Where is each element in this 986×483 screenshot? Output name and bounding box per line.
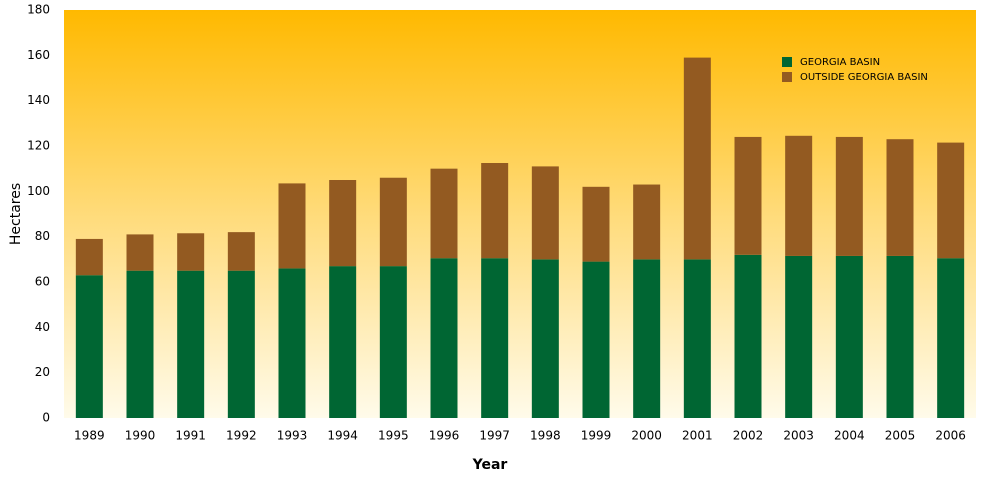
bar-segment <box>633 184 661 260</box>
x-tick-label: 2004 <box>834 429 865 443</box>
bar-segment <box>177 270 205 418</box>
bar-segment <box>278 183 306 269</box>
x-tick-label: 2005 <box>885 429 916 443</box>
y-tick-label: 100 <box>27 184 50 198</box>
bar-segment <box>835 255 863 418</box>
bar-segment <box>481 258 509 418</box>
bar-segment <box>227 232 255 271</box>
bar-segment <box>75 275 103 418</box>
bar-segment <box>227 270 255 418</box>
bar-segment <box>126 270 154 418</box>
bar-segment <box>430 168 458 259</box>
bar-segment <box>278 268 306 418</box>
x-tick-label: 1990 <box>125 429 156 443</box>
bar-segment <box>379 177 407 267</box>
y-tick-label: 140 <box>27 93 50 107</box>
bar-segment <box>379 266 407 418</box>
bar-segment <box>582 186 610 262</box>
bar-segment <box>531 259 559 418</box>
legend-swatch <box>782 57 792 67</box>
bar-segment <box>734 254 762 418</box>
bar-segment <box>75 238 103 276</box>
bar-segment <box>886 255 914 418</box>
legend-label: GEORGIA BASIN <box>800 57 880 68</box>
x-tick-label: 1999 <box>581 429 612 443</box>
x-tick-label: 1994 <box>327 429 358 443</box>
x-axis-label: Year <box>472 457 508 473</box>
bar-segment <box>126 234 154 271</box>
bar-segment <box>937 258 965 418</box>
x-tick-label: 1989 <box>74 429 105 443</box>
bar-segment <box>785 135 813 256</box>
y-tick-label: 40 <box>35 320 50 334</box>
y-tick-label: 80 <box>35 229 50 243</box>
x-tick-label: 1991 <box>175 429 206 443</box>
x-tick-label: 1993 <box>277 429 308 443</box>
x-tick-label: 2002 <box>733 429 764 443</box>
legend-swatch <box>782 72 792 82</box>
bar-segment <box>734 136 762 255</box>
bar-segment <box>886 139 914 256</box>
legend-label: OUTSIDE GEORGIA BASIN <box>800 72 928 83</box>
bar-segment <box>329 180 357 267</box>
x-tick-label: 2003 <box>783 429 814 443</box>
x-tick-label: 2000 <box>631 429 662 443</box>
x-tick-label: 1996 <box>429 429 460 443</box>
bar-segment <box>683 57 711 260</box>
x-tick-label: 2006 <box>935 429 966 443</box>
y-axis-label: Hectares <box>8 183 24 245</box>
plot-background <box>64 10 976 418</box>
x-tick-label: 1995 <box>378 429 409 443</box>
bar-segment <box>785 255 813 418</box>
bar-segment <box>937 142 965 259</box>
bar-segment <box>329 266 357 418</box>
y-tick-label: 180 <box>27 3 50 17</box>
bar-segment <box>481 163 509 259</box>
bar-segment <box>177 233 205 271</box>
bar-segment <box>683 259 711 418</box>
bar-segment <box>835 136 863 256</box>
x-tick-label: 2001 <box>682 429 713 443</box>
x-tick-label: 1997 <box>479 429 510 443</box>
y-tick-label: 20 <box>35 365 50 379</box>
x-tick-label: 1992 <box>226 429 257 443</box>
y-tick-label: 120 <box>27 139 50 153</box>
bar-segment <box>430 258 458 418</box>
x-tick-label: 1998 <box>530 429 561 443</box>
y-tick-label: 60 <box>35 275 50 289</box>
y-tick-label: 160 <box>27 48 50 62</box>
bar-segment <box>531 166 559 260</box>
bar-segment <box>633 259 661 418</box>
y-tick-label: 0 <box>42 411 50 425</box>
bar-segment <box>582 261 610 418</box>
